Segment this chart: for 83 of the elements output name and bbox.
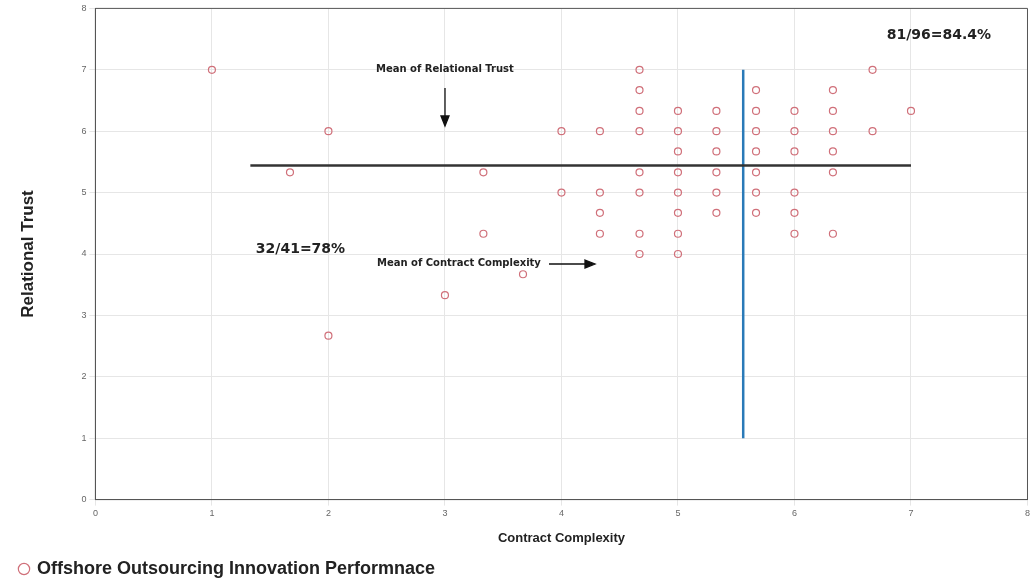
point (479, 168, 488, 177)
x-tick-label: 0 (92, 508, 98, 519)
point (828, 147, 838, 156)
point (751, 168, 761, 177)
point (635, 188, 644, 197)
y-tick-label: 2 (81, 371, 87, 382)
point (828, 85, 838, 95)
point (751, 208, 761, 217)
annotation: 81/96=84.4% (886, 26, 992, 43)
point (285, 168, 295, 177)
x-tick-label: 3 (442, 508, 448, 519)
point (635, 229, 644, 238)
point (790, 147, 799, 156)
point (595, 208, 604, 217)
point (324, 331, 333, 340)
y-tick-label: 3 (81, 309, 87, 320)
point (790, 127, 799, 136)
x-tick-label: 8 (1024, 508, 1031, 519)
point (673, 208, 683, 217)
point (790, 106, 799, 116)
point (595, 188, 604, 197)
annotation: Mean of Contract Complexity (376, 257, 542, 269)
point (479, 229, 488, 238)
y-tick-label: 6 (81, 125, 87, 136)
point (790, 229, 799, 238)
point (557, 188, 566, 197)
point (751, 106, 761, 116)
point (673, 106, 683, 116)
point (712, 147, 721, 156)
x-tick-label: 5 (675, 508, 681, 519)
x-tick-label: 6 (791, 508, 797, 519)
point (828, 229, 838, 238)
point (790, 188, 799, 197)
point (751, 188, 761, 197)
point (828, 127, 838, 136)
point (712, 208, 721, 217)
point (635, 106, 644, 116)
y-tick-label: 0 (81, 494, 87, 505)
x-tick-label: 1 (209, 508, 215, 519)
point (712, 168, 721, 177)
point (712, 188, 721, 197)
y-tick-label: 5 (81, 187, 87, 198)
point (751, 127, 761, 136)
x-axis-title: Contract Complexity (497, 529, 626, 545)
y-tick-label: 8 (81, 2, 87, 13)
annotation: 32/41=78% (255, 239, 346, 256)
point (635, 85, 644, 95)
point (673, 127, 683, 136)
point (906, 106, 916, 116)
y-tick-label: 7 (81, 64, 87, 75)
point (751, 147, 761, 156)
x-tick-label: 4 (558, 508, 564, 519)
point (673, 147, 683, 156)
point (518, 270, 528, 279)
point (635, 168, 644, 177)
y-tick-label: 4 (81, 248, 87, 259)
point (440, 291, 450, 300)
x-tick-label: 7 (908, 508, 914, 519)
point (324, 127, 333, 136)
point (673, 229, 683, 238)
point (673, 168, 683, 177)
point (868, 127, 877, 136)
point (751, 85, 761, 95)
point (673, 249, 683, 259)
point (595, 127, 604, 136)
point (712, 127, 721, 136)
point (868, 65, 877, 74)
x-tick-label: 2 (325, 508, 331, 519)
point (828, 168, 838, 177)
legend-label: Offshore Outsourcing Innovation Performnace (37, 557, 436, 578)
point (635, 249, 644, 259)
y-axis-title: Relational Trust (17, 189, 37, 318)
annotation: Mean of Relational Trust (376, 63, 515, 75)
point (790, 208, 799, 217)
point (635, 127, 644, 136)
point (207, 65, 217, 74)
point (673, 188, 683, 197)
point (557, 127, 566, 136)
point (635, 65, 644, 74)
y-tick-label: 1 (81, 432, 87, 443)
point (595, 229, 604, 238)
point (828, 106, 838, 116)
point (712, 106, 721, 116)
